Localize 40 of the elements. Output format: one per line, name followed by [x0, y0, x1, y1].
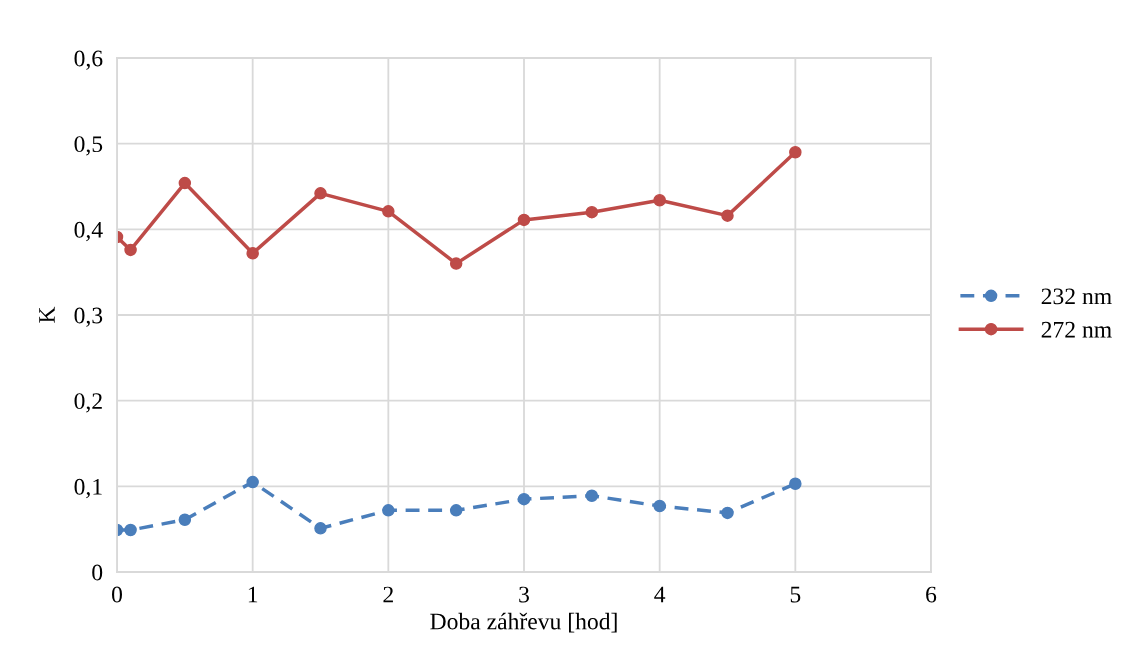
- point: [314, 522, 327, 535]
- x-tick-label: 0: [112, 586, 122, 603]
- point: [178, 176, 192, 190]
- point: [246, 247, 259, 260]
- point: [585, 205, 599, 219]
- point: [517, 213, 531, 227]
- legend-label: 272 nm: [1041, 321, 1112, 338]
- point: [449, 504, 463, 517]
- point: [124, 243, 137, 257]
- point: [517, 492, 531, 506]
- x-axis-title: Doba záhřevu [hod]: [430, 612, 617, 633]
- x-tick-label: 2: [383, 586, 393, 603]
- point: [721, 506, 734, 520]
- point: [789, 145, 802, 159]
- y-tick-label: 0: [92, 564, 103, 581]
- x-tick-label: 6: [926, 586, 937, 603]
- y-tick-label: 0,1: [74, 478, 102, 499]
- y-tick-label: 0,2: [74, 393, 102, 413]
- legend-label: 232 nm: [1041, 288, 1112, 305]
- point: [246, 475, 259, 489]
- x-tick-label: 5: [790, 586, 801, 603]
- x-tick-label: 1: [248, 586, 258, 603]
- point: [124, 523, 137, 537]
- y-tick-label: 0,5: [74, 136, 103, 156]
- point: [382, 205, 395, 218]
- x-tick-label: 3: [519, 586, 529, 603]
- point: [449, 257, 463, 270]
- y-axis-title: K: [39, 306, 55, 323]
- point: [178, 513, 192, 526]
- y-tick-label: 0,3: [74, 307, 103, 327]
- point: [314, 187, 327, 200]
- point: [382, 504, 395, 517]
- x-tick-label: 4: [654, 586, 666, 603]
- point: [653, 499, 666, 513]
- point: [585, 489, 599, 503]
- y-tick-label: 0,4: [74, 221, 103, 242]
- point: [721, 209, 734, 222]
- y-tick-label: 0,6: [74, 50, 103, 70]
- point: [653, 193, 666, 207]
- point: [789, 477, 802, 491]
